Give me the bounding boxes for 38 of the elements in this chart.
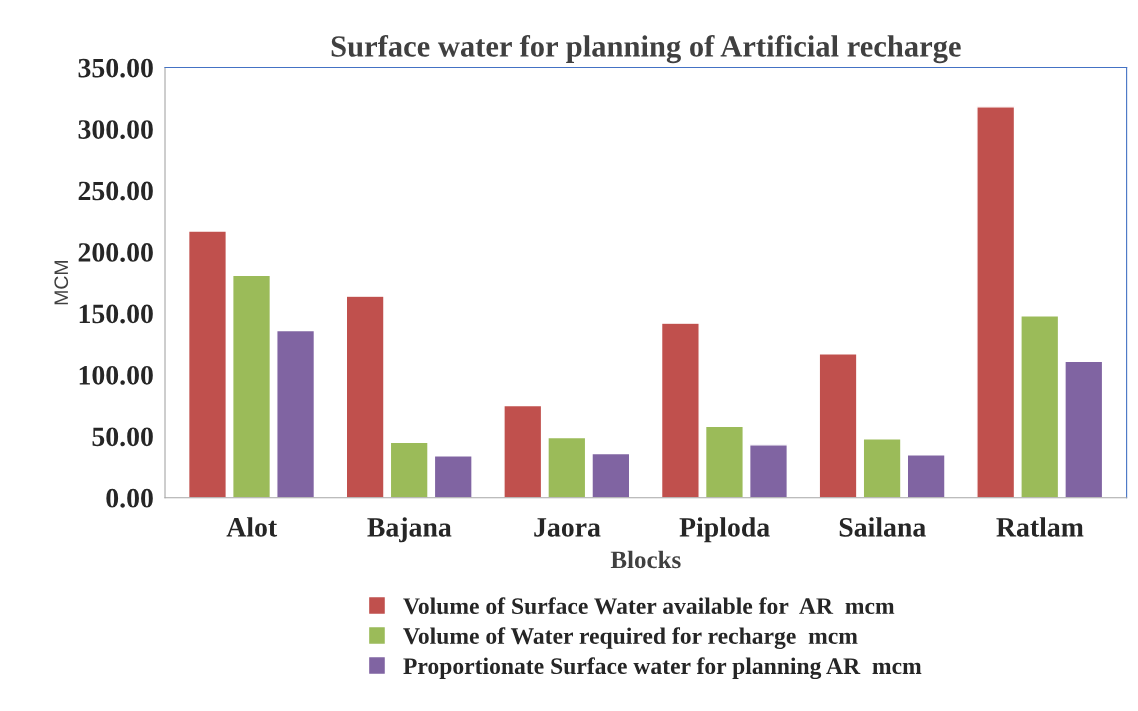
bar [748,444,789,498]
x-axis-title: Blocks [610,550,681,569]
bar [503,404,543,498]
x-tick-label: Alot [226,517,278,537]
bar [906,453,946,498]
bar [433,455,473,498]
y-tick-label: 300.00 [78,120,153,140]
bar [345,295,385,498]
chart-title: Surface water for planning of Artificial recharge [331,34,961,64]
bar [976,106,1016,498]
x-tick-label: Sailana [839,517,926,537]
x-tick-label: Bajana [367,517,452,543]
x-tick-label: Ratlam [996,517,1084,537]
y-tick-label: 350.00 [78,58,153,78]
bar [232,274,272,498]
y-tick-label: 50.00 [92,427,153,447]
y-tick-label: 200.00 [78,243,153,262]
y-axis-title: MCM [54,261,69,305]
bar [1064,360,1104,498]
y-tick-label: 150.00 [79,304,153,324]
legend-label: Volume of Water required for recharge mcm [403,627,858,649]
bar [547,436,587,498]
x-tick-label: Jaora [534,518,601,537]
bar [1020,315,1060,498]
bar [862,438,902,498]
bar [591,452,631,498]
bar [704,425,744,498]
y-tick-label: 0.00 [106,488,153,508]
bar [660,322,700,498]
bar [818,353,858,498]
bar [187,230,227,498]
y-tick-label: 100.00 [79,365,153,385]
bar [276,329,316,498]
legend-label: Volume of Surface Water available for AR mcm [403,597,895,615]
x-tick-label: Piploda [679,517,770,543]
legend-label: Proportionate Surface water for planning AR mcm [403,657,922,680]
bar [389,441,429,498]
y-tick-label: 250.00 [78,181,153,201]
